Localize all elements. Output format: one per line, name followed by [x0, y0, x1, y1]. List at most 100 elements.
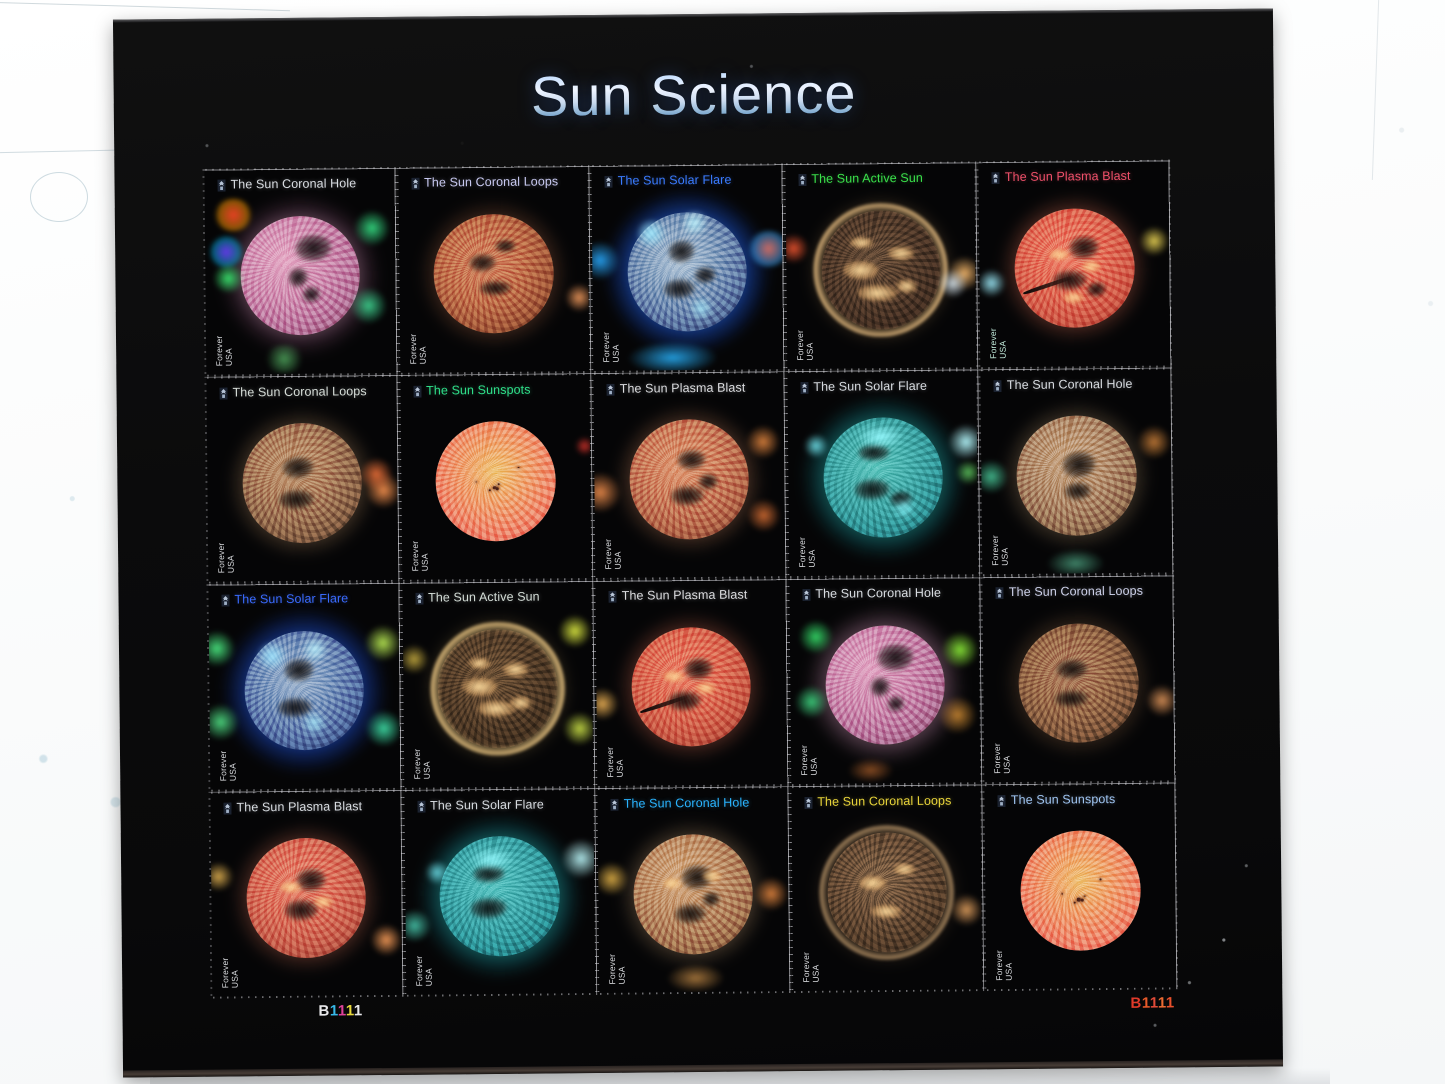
sunspot: [488, 489, 491, 492]
usps-eagle-icon: [413, 384, 422, 398]
foil-highlight: [627, 340, 719, 371]
sun-texture: [1020, 830, 1141, 951]
usps-eagle-icon: [798, 173, 807, 187]
usps-eagle-icon: [221, 593, 230, 607]
foil-highlight: [557, 614, 593, 648]
stamp[interactable]: The Sun Coronal Loops Forever USA: [981, 574, 1177, 783]
stamp[interactable]: The Sun Sunspots Forever USA: [983, 782, 1179, 991]
foil-highlight: [1136, 425, 1172, 459]
stamp-face: The Sun Coronal Hole Forever USA: [789, 578, 981, 784]
sun-disc: [819, 825, 955, 961]
denomination-country: USA: [419, 553, 430, 572]
denomination-country: USA: [229, 970, 240, 989]
foil-highlight: [364, 624, 400, 662]
stamp[interactable]: The Sun Solar Flare Forever USA: [206, 582, 402, 791]
stamp[interactable]: The Sun Coronal Loops Forever USA: [204, 374, 400, 583]
stamp[interactable]: The Sun Plasma Blast Forever USA: [592, 371, 788, 580]
sun-bright-region: [1062, 291, 1085, 305]
foil-highlight: [747, 230, 784, 268]
plate-number-right: B1111: [1130, 994, 1174, 1011]
foil-highlight: [746, 498, 781, 532]
stamp[interactable]: The Sun Solar Flare Forever USA: [785, 369, 981, 578]
foil-highlight: [352, 209, 391, 247]
stamp[interactable]: The Sun Active Sun Forever USA: [783, 161, 979, 370]
denomination: Forever USA: [412, 748, 432, 779]
stamp[interactable]: The Sun Coronal Loops Forever USA: [789, 784, 985, 993]
foil-highlight: [847, 758, 894, 784]
sunspot: [498, 483, 501, 486]
stamp[interactable]: The Sun Coronal Loops Forever USA: [396, 165, 592, 374]
sun-disc: [435, 420, 557, 542]
stamp[interactable]: The Sun Coronal Hole Forever USA: [202, 167, 398, 376]
usps-eagle-icon: [997, 794, 1006, 807]
sun-limb-ring: [819, 825, 955, 961]
stamp-face: The Sun Coronal Hole Forever USA: [204, 168, 396, 375]
sun-prominence: [565, 280, 590, 314]
stamp-face: The Sun Solar Flare Forever USA: [208, 583, 400, 790]
foil-highlight: [687, 296, 715, 321]
stamp[interactable]: The Sun Plasma Blast Forever USA: [208, 789, 404, 998]
stamp-face: The Sun Plasma Blast Forever USA: [595, 580, 788, 786]
denomination: Forever USA: [799, 745, 819, 776]
stamp[interactable]: The Sun Plasma Blast Forever USA: [594, 578, 790, 787]
stamp-grid: The Sun Coronal Hole Forever USA The Sun Co…: [202, 159, 1178, 998]
foil-highlight: [423, 860, 451, 885]
denomination: Forever USA: [414, 956, 434, 987]
foil-highlight: [667, 963, 725, 993]
denomination: Forever USA: [410, 541, 430, 572]
stamp-face: The Sun Sunspots Forever USA: [984, 783, 1177, 990]
usps-eagle-icon: [417, 799, 426, 813]
denomination-country: USA: [808, 757, 819, 776]
stamp[interactable]: The Sun Solar Flare Forever USA: [590, 163, 786, 372]
sunspot: [495, 487, 499, 490]
stamp-face: The Sun Coronal Loops Forever USA: [206, 376, 398, 582]
foil-highlight: [208, 235, 244, 269]
denomination: Forever USA: [216, 543, 236, 574]
stamp[interactable]: The Sun Sunspots Forever USA: [398, 373, 594, 582]
usps-eagle-icon: [217, 179, 226, 192]
sun-bright-region: [696, 681, 716, 694]
stamp-face: The Sun Plasma Blast Forever USA: [593, 372, 786, 578]
stamp-face: The Sun Active Sun Forever USA: [401, 582, 594, 788]
stamp[interactable]: The Sun Coronal Hole Forever USA: [596, 786, 792, 995]
plate-digit: B: [318, 1002, 330, 1020]
stamp-face: The Sun Coronal Loops Forever USA: [397, 167, 590, 373]
stamp[interactable]: The Sun Solar Flare Forever USA: [402, 787, 598, 996]
stamp-face: The Sun Sunspots Forever USA: [399, 374, 592, 580]
foil-highlight: [937, 269, 969, 298]
foil-highlight: [745, 425, 781, 459]
usps-eagle-icon: [223, 801, 232, 815]
stamp[interactable]: The Sun Active Sun Forever USA: [400, 580, 596, 789]
foil-highlight: [946, 423, 979, 461]
stamp-face: The Sun Solar Flare Forever USA: [787, 370, 979, 577]
denomination: Forever USA: [220, 958, 240, 989]
foil-highlight: [753, 877, 789, 911]
foil-highlight: [1046, 548, 1105, 575]
stamp[interactable]: The Sun Plasma Blast Forever USA: [977, 159, 1173, 368]
denomination-country: USA: [804, 342, 815, 361]
denomination: Forever USA: [797, 537, 817, 568]
stamp-face: The Sun Coronal Loops Forever USA: [982, 576, 1175, 782]
sun-bright-region: [662, 670, 685, 683]
usps-eagle-icon: [606, 382, 615, 396]
foil-highlight: [941, 631, 980, 669]
denomination: Forever USA: [795, 330, 815, 361]
denomination: Forever USA: [607, 954, 627, 985]
sun-disc: [813, 202, 949, 338]
stamp-face: The Sun Plasma Blast Forever USA: [210, 791, 402, 997]
sun-prominence: [1146, 682, 1175, 720]
foil-highlight: [1138, 226, 1170, 256]
denomination-country: USA: [616, 966, 627, 985]
paper-ring-mark: [30, 172, 88, 222]
usps-eagle-icon: [995, 586, 1004, 600]
stamp-sheet[interactable]: Sun Science The Sun Coronal Hole Forever U…: [112, 8, 1284, 1078]
sun-prominence: [370, 921, 402, 959]
denomination-country: USA: [417, 346, 428, 365]
sun-prominence: [951, 891, 983, 929]
stamp[interactable]: The Sun Coronal Hole Forever USA: [979, 367, 1175, 576]
foil-highlight: [793, 685, 829, 719]
stamp[interactable]: The Sun Coronal Hole Forever USA: [787, 576, 983, 785]
plate-number-left: B1111: [318, 1002, 362, 1019]
foil-highlight: [559, 838, 596, 880]
usps-eagle-icon: [219, 386, 228, 400]
